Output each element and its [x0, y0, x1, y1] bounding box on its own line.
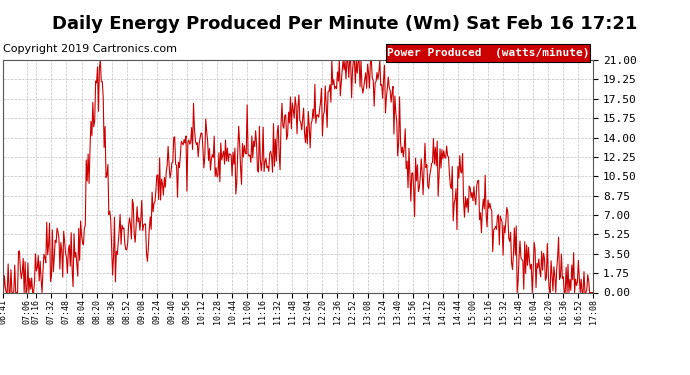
- Text: Power Produced  (watts/minute): Power Produced (watts/minute): [387, 48, 589, 58]
- Text: Copyright 2019 Cartronics.com: Copyright 2019 Cartronics.com: [3, 44, 177, 54]
- Text: Daily Energy Produced Per Minute (Wm) Sat Feb 16 17:21: Daily Energy Produced Per Minute (Wm) Sa…: [52, 15, 638, 33]
